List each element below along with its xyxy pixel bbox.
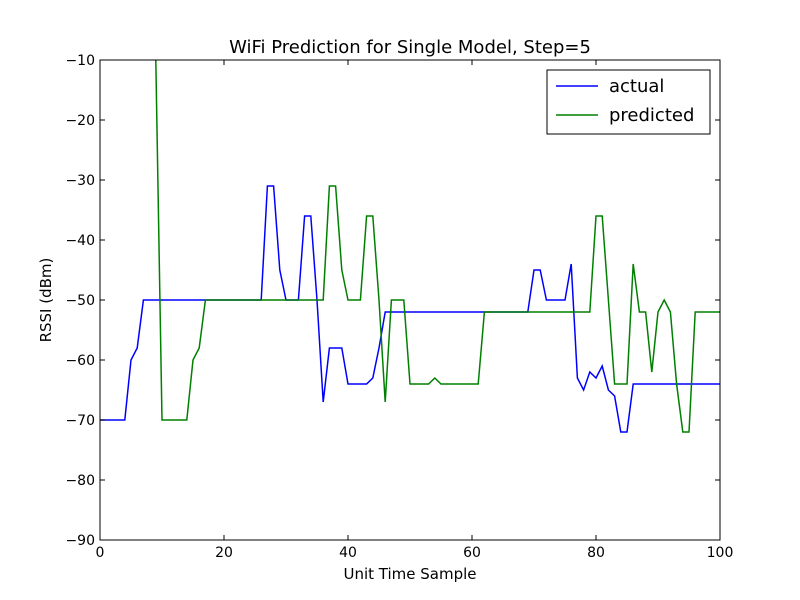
legend: actual predicted	[546, 69, 711, 135]
y-tick-label: −10	[65, 53, 95, 69]
x-tick-label: 40	[339, 545, 357, 561]
y-tick-label: −50	[65, 293, 95, 309]
chart-title: WiFi Prediction for Single Model, Step=5	[229, 37, 591, 58]
y-axis-title: RSSI (dBm)	[37, 258, 55, 343]
legend-label-actual: actual	[609, 76, 664, 97]
series-line-predicted	[155, 59, 720, 433]
y-tick-label: −30	[65, 173, 95, 189]
tick-layer: 0 20 40 60 80 100 −90 −80 −70 −60 −50 −40 −30 −20 −10	[65, 53, 733, 561]
x-tick-label: 100	[707, 545, 734, 561]
x-axis-title: Unit Time Sample	[343, 565, 476, 583]
y-tick-label: −80	[65, 473, 95, 489]
x-tick-label: 20	[215, 545, 233, 561]
x-tick-label: 60	[463, 545, 481, 561]
legend-label-predicted: predicted	[609, 105, 694, 126]
y-tick-label: −40	[65, 233, 95, 249]
legend-box	[546, 69, 711, 135]
x-tick-label: 80	[587, 545, 605, 561]
y-tick-label: −90	[65, 533, 95, 549]
y-tick-label: −20	[65, 113, 95, 129]
x-tick-label: 0	[96, 545, 105, 561]
series-line-actual	[100, 185, 720, 433]
series-layer	[100, 59, 720, 433]
y-tick-label: −60	[65, 353, 95, 369]
y-tick-label: −70	[65, 413, 95, 429]
